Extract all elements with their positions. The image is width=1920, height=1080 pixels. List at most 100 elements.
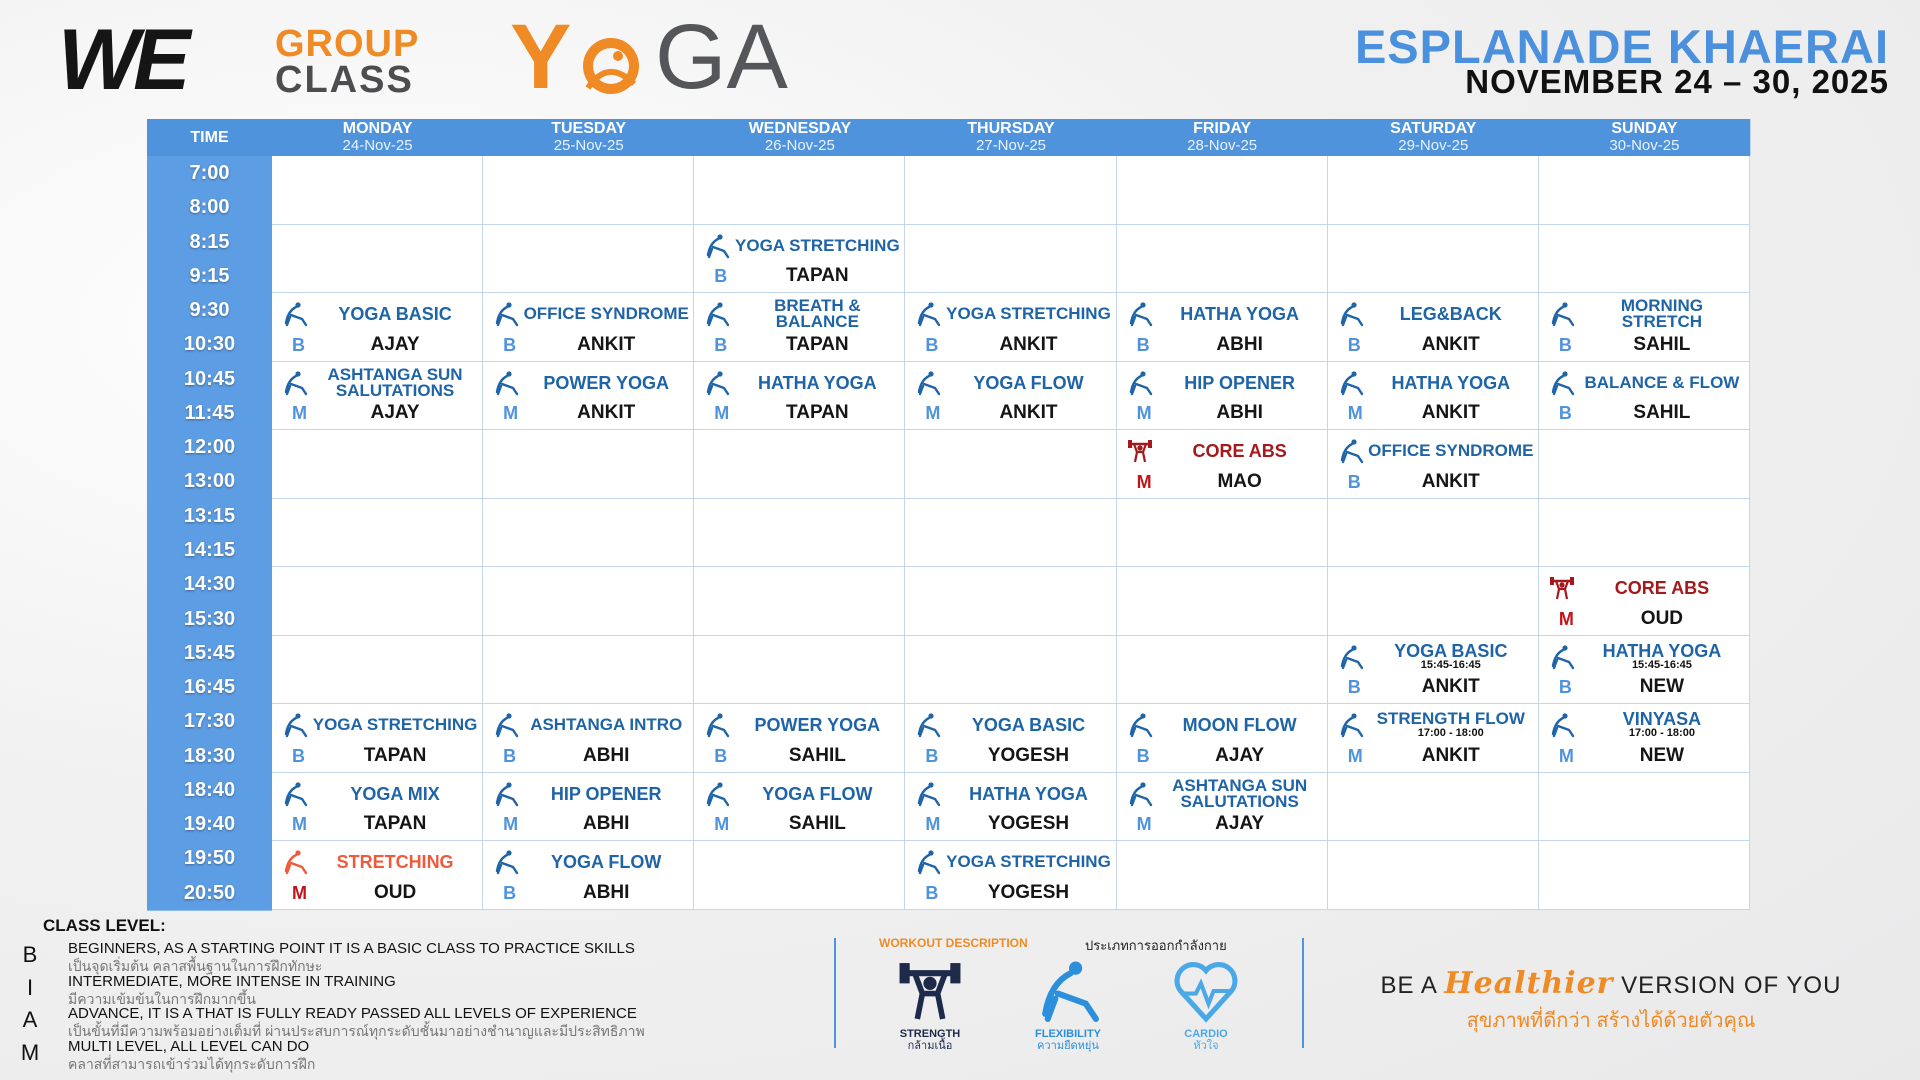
class-cell: HATHA YOGA M TAPAN	[694, 361, 906, 431]
date-range: NOVEMBER 24 – 30, 2025	[1465, 63, 1889, 100]
time-label: 9:15	[189, 264, 230, 287]
class-title: STRETCHING	[336, 852, 454, 873]
class-name: HIP OPENER	[523, 776, 689, 812]
workout-label-en: CARDIO	[1184, 1028, 1228, 1040]
class-cell: CORE ABS M OUD	[1538, 567, 1750, 636]
class-title: HATHA YOGA	[1391, 372, 1511, 393]
class-cell	[272, 430, 484, 499]
instructor: ANKIT	[1421, 744, 1480, 766]
instructor: SAHIL	[788, 813, 846, 835]
class-name: YOGA STRETCHING	[945, 844, 1111, 880]
flexibility-icon	[1129, 302, 1152, 327]
class-title: HATHA YOGA	[758, 372, 877, 393]
level-letter: I	[26, 974, 34, 1000]
class-cell	[1116, 567, 1328, 636]
class-title: YOGA MIX	[350, 783, 440, 804]
flexibility-icon	[284, 850, 308, 875]
instructor: ANKIT	[999, 333, 1058, 355]
level-desc-th: คลาสที่สามารถเข้าร่วมได้ทุกระดับการฝึก	[68, 1055, 316, 1072]
class-level: B	[503, 334, 517, 355]
class-name: HATHA YOGA	[734, 365, 900, 401]
class-cell	[1116, 841, 1328, 910]
flexibility-icon	[918, 713, 941, 738]
time-label: 17:30	[183, 710, 236, 733]
class-level: B	[503, 745, 517, 766]
class-title: ASHTANGA INTRO	[530, 715, 683, 735]
class-name: ASHTANGA SUN SALUTATIONS	[312, 365, 478, 401]
slogan-post: VERSION OF YOU	[1621, 972, 1842, 999]
class-title: YOGA STRETCHING	[735, 235, 900, 255]
class-cell: HIP OPENER M ABHI	[1116, 361, 1328, 431]
class-level: M	[1347, 745, 1363, 766]
divider	[1302, 938, 1304, 1048]
class-cell	[272, 635, 484, 705]
logo-we: WE	[58, 12, 191, 108]
class-level: B	[925, 745, 939, 766]
flexibility-icon	[284, 302, 308, 327]
time-label: 7:00	[189, 162, 230, 184]
time-label: 9:30	[189, 299, 230, 322]
level-letter: A	[22, 1007, 38, 1032]
class-cell: LEG&BACK B ANKIT	[1327, 293, 1539, 362]
class-cell	[272, 567, 484, 636]
class-cell	[1116, 498, 1328, 568]
class-cell	[694, 430, 906, 499]
class-name: BALANCE & FLOW	[1579, 365, 1745, 401]
flexibility-icon	[918, 371, 941, 395]
class-title: ASHTANGA SUN SALUTATIONS	[327, 364, 463, 400]
class-cell: YOGA STRETCHING B TAPAN	[694, 224, 906, 294]
instructor: ANKIT	[1421, 470, 1480, 492]
class-level: B	[1136, 334, 1150, 355]
class-title: YOGA FLOW	[551, 852, 662, 873]
class-cell: STRENGTH FLOW 17:00 - 18:00 M ANKIT	[1327, 704, 1539, 773]
instructor: SAHIL	[788, 744, 846, 766]
class-cell: YOGA FLOW M ANKIT	[905, 361, 1117, 431]
class-cell: ASHTANGA SUN SALUTATIONS M AJAY	[272, 361, 484, 431]
class-name: STRETCHING	[312, 844, 478, 880]
workout-label-th: หัวใจ	[1193, 1040, 1219, 1052]
class-title: CORE ABS	[1192, 441, 1287, 462]
instructor: TAPAN	[363, 744, 427, 766]
time-label: 15:45	[183, 641, 236, 664]
class-title: YOGA BASIC	[1394, 640, 1508, 661]
class-name: YOGA STRETCHING	[312, 707, 478, 743]
day-header: THURSDAY 27-Nov-25	[905, 119, 1118, 156]
class-level-title: CLASS LEVEL:	[43, 916, 166, 935]
class-name: OFFICE SYNDROME	[523, 296, 689, 332]
schedule-table: TIME MONDAY 24-Nov-25 TUESDAY 25-Nov-25 WEDNE…	[147, 119, 1751, 911]
slogan-pre: BE A	[1380, 972, 1437, 999]
class-title: HATHA YOGA	[1602, 640, 1722, 661]
class-cell: YOGA MIX M TAPAN	[272, 772, 484, 842]
logo-class: CLASS	[275, 59, 414, 101]
logo-ga: GA	[655, 6, 788, 108]
class-cell	[272, 224, 484, 294]
class-name: HATHA YOGA 15:45-16:45	[1579, 639, 1745, 675]
time-cell: 9:30 10:30	[147, 293, 272, 363]
instructor: ABHI	[582, 813, 630, 835]
flexibility-icon	[1340, 645, 1363, 670]
flexibility-icon	[1340, 713, 1363, 738]
time-cell: 10:45 11:45	[147, 361, 272, 432]
day-date: 29-Nov-25	[1398, 137, 1469, 154]
class-name: LEG&BACK	[1368, 296, 1534, 332]
day-name: THURSDAY	[967, 120, 1055, 137]
class-cell: STRETCHING M OUD	[272, 841, 484, 910]
class-cell: YOGA STRETCHING B TAPAN	[272, 704, 484, 773]
workout-title-th: ประเภทการออกกำลังกาย	[1085, 938, 1227, 953]
day-header: WEDNESDAY 26-Nov-25	[694, 119, 907, 156]
level-letter: M	[20, 1039, 40, 1065]
class-cell	[483, 156, 695, 225]
class-cell: YOGA STRETCHING B YOGESH	[905, 841, 1117, 910]
day-date: 28-Nov-25	[1187, 137, 1258, 154]
class-name: YOGA FLOW	[734, 776, 900, 812]
flexibility-icon	[707, 782, 730, 807]
time-label: 15:30	[183, 607, 236, 630]
class-level: B	[1136, 745, 1150, 766]
time-cell: 17:30 18:30	[147, 704, 272, 774]
class-level: B	[1347, 471, 1361, 492]
class-level: M	[1136, 471, 1152, 492]
time-label: 11:45	[184, 401, 235, 424]
class-cell	[1538, 156, 1750, 225]
logo-o-icon	[583, 38, 639, 94]
time-label: 16:45	[183, 676, 236, 699]
